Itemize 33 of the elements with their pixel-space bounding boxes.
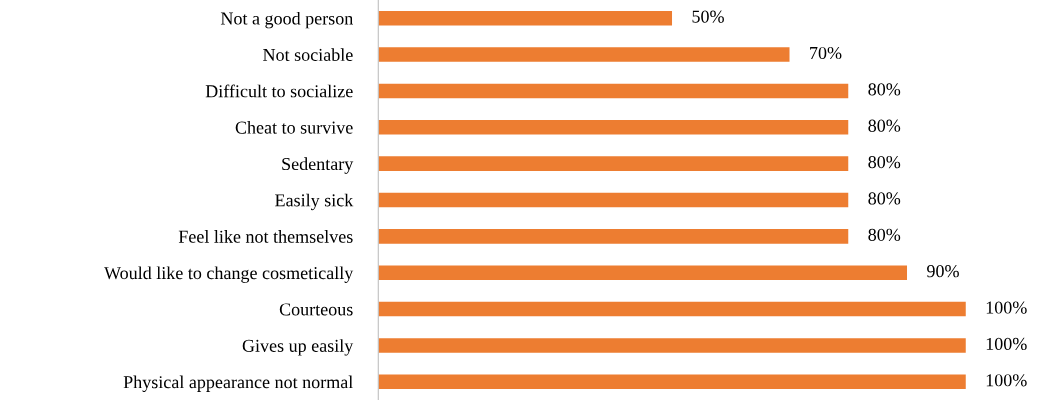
bar (378, 83, 849, 99)
y-tick-label: Feel like not themselves (178, 230, 353, 243)
y-tick-label: Physical appearance not normal (123, 375, 353, 392)
y-tick-label: Sedentary (282, 157, 354, 174)
y-tick-label: Easily sick (275, 193, 354, 211)
y-tick-label: Would like to change cosmetically (104, 266, 354, 283)
bar (378, 338, 966, 353)
bar (378, 265, 908, 280)
bar (378, 229, 849, 244)
data-label: 80% (868, 228, 901, 241)
bar (378, 10, 673, 26)
data-label: 80% (868, 155, 901, 169)
data-label: 100% (986, 337, 1027, 351)
data-label: 80% (868, 83, 901, 96)
y-tick-label: Not a good person (220, 11, 354, 29)
data-label: 80% (868, 119, 901, 132)
data-label: 100% (986, 374, 1027, 387)
data-label: 70% (810, 46, 842, 60)
bar (378, 156, 849, 171)
data-label: 50% (692, 10, 724, 23)
y-tick-label: Cheat to survive (235, 121, 353, 134)
y-tick-label: Difficult to socialize (205, 84, 353, 98)
y-tick-label: Courteous (279, 303, 353, 316)
data-label: 90% (927, 265, 959, 278)
data-label: 100% (986, 301, 1027, 314)
y-tick-label: Not sociable (263, 48, 353, 61)
y-tick-label: Gives up easily (242, 339, 354, 356)
bar (378, 374, 966, 390)
bar (378, 301, 966, 317)
bar (378, 192, 849, 208)
bar (378, 120, 849, 135)
data-label: 80% (868, 192, 901, 205)
bar (378, 47, 790, 62)
